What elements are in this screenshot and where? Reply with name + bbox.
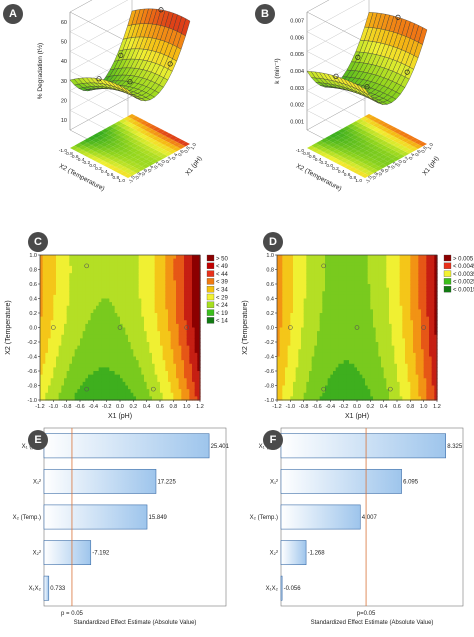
y-tick-label: -0.2 [28,340,37,346]
x-tick-label: -1.2 [35,404,44,410]
panel-badge-c: C [28,232,48,252]
legend-swatch [207,286,214,292]
z-tick-label: 0.001 [290,120,304,126]
z-tick-label: 0.006 [290,35,304,41]
x-tick-label: 1.0 [190,142,199,151]
legend-label: < 24 [216,303,229,309]
legend-swatch [207,278,214,284]
contour-field [277,255,438,401]
y-tick-label: 0.8 [350,175,357,181]
x-tick-label: 0.8 [170,404,178,410]
y-tick-label: 0.8 [113,175,120,181]
y-tick-label: 0.2 [332,166,339,172]
z-tick-label: 60 [61,20,67,26]
y-axis-label: X2 (Temperature) [5,300,12,354]
x-tick-label: 1.2 [196,404,204,410]
y-tick-label: -0.6 [28,369,37,375]
y-tick-label: 1.0 [29,253,37,259]
legend-label: < 44 [216,272,229,278]
floor-projection [307,114,427,178]
x-tick-label: -0.4 [89,404,98,410]
legend-swatch [207,294,214,300]
legend-label: < 39 [216,280,229,286]
y-tick-label: -1.0 [296,148,305,154]
legend-swatch [207,271,214,277]
y-tick-label: 0.8 [29,268,37,274]
y-tick-label: -0.8 [28,384,37,390]
x-tick-label: -0.6 [75,404,84,410]
y-tick-label: 0.4 [29,297,37,303]
z-tick-label: 50 [61,40,67,46]
legend-label: < 19 [216,311,229,317]
floor-projection [70,114,190,178]
y-tick-label: 0.6 [107,172,114,178]
panel-badge-b: B [255,4,275,24]
z-tick-label: 0.005 [290,52,304,58]
x-tick-label: 0.4 [143,404,151,410]
y-tick-label: 0.0 [89,163,96,169]
y-tick-label: 0.2 [95,166,102,172]
y-tick-label: 0.0 [326,163,333,169]
y-tick-label: 0.4 [101,169,108,175]
y-tick-label: 0.6 [29,282,37,288]
z-tick-label: 0.007 [290,18,304,24]
z-tick-label: 10 [61,118,67,124]
y-tick-label: -1.0 [28,398,37,404]
legend-label: < 14 [216,319,229,325]
x-tick-label: 1.0 [427,142,436,151]
legend-label: > 50 [216,256,229,262]
panel-badge-a: A [3,4,23,24]
z-tick-label: 0.003 [290,86,304,92]
z-tick-label: 0.002 [290,103,304,109]
y-tick-label: 0.2 [29,311,37,317]
x-axis-label: X1 (pH) [108,413,132,420]
x-tick-label: 0.6 [156,404,164,410]
z-tick-label: 20 [61,99,67,105]
surface-plot-a-svg: 102030405060-1.0-0.8-0.6-0.4-0.20.00.20.… [0,0,237,228]
legend-label: < 34 [216,288,229,294]
y-tick-label: -1.0 [59,148,68,154]
legend-swatch [207,263,214,269]
contour-field [40,255,201,401]
legend-swatch [207,317,214,323]
z-tick-label: 40 [61,59,67,65]
y-tick-label: 0.6 [344,172,351,178]
x-tick-label: 0.2 [130,404,138,410]
legend-swatch [207,255,214,261]
x-axis-label: X1 (pH) [184,155,203,177]
y-tick-label: 1.0 [355,178,362,184]
legend-label: < 49 [216,264,229,270]
legend-swatch [207,302,214,308]
surface-mesh [70,9,190,101]
y-tick-label: 1.0 [118,178,125,184]
x-tick-label: -0.2 [102,404,111,410]
y-tick-label: 0.0 [29,326,37,332]
z-axis-label: k (min⁻¹) [274,58,281,83]
x-axis-label: X1 (pH) [421,155,440,177]
x-tick-label: 0.0 [116,404,124,410]
x-tick-label: -0.8 [62,404,71,410]
x-tick-label: -1.0 [49,404,58,410]
surface-mesh [307,12,427,104]
legend-label: < 29 [216,295,229,301]
x-tick-label: 1.0 [183,404,191,410]
z-axis-label: % Degradation (t½) [36,43,44,99]
surface-plot-b-svg: 0.0010.0020.0030.0040.0050.0060.007-1.0-… [237,0,474,228]
y-tick-label: -0.4 [28,355,37,361]
z-tick-label: 30 [61,79,67,85]
z-tick-label: 0.004 [290,69,304,75]
y-tick-label: 0.4 [338,169,345,175]
legend-swatch [207,310,214,316]
